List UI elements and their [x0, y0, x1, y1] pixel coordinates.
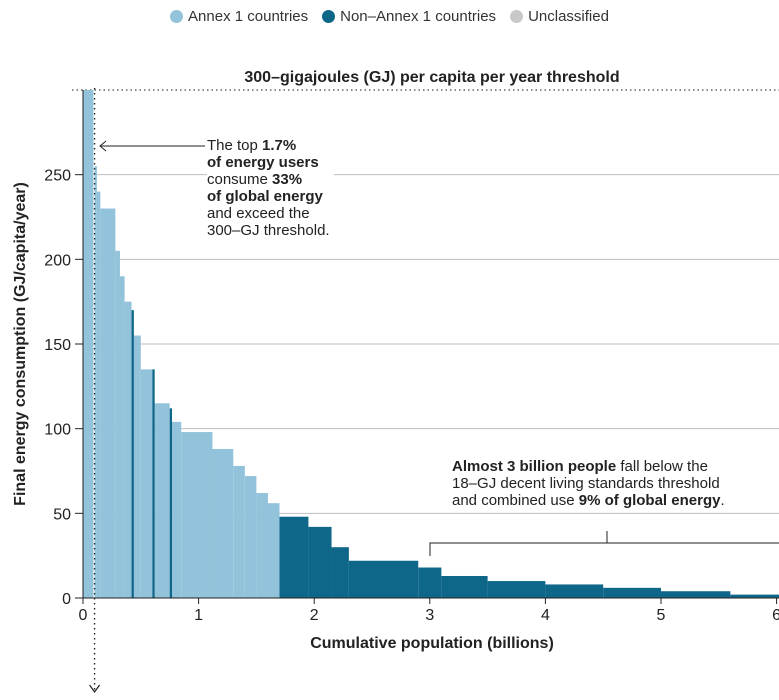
- bar-s0-9: [154, 403, 170, 598]
- y-tick-label-50: 50: [53, 506, 71, 523]
- bar-s0-16: [267, 503, 280, 598]
- y-tick-label-100: 100: [44, 422, 71, 439]
- bar-s1-6: [348, 560, 419, 598]
- legend-label-unclassified: Unclassified: [528, 8, 609, 25]
- top-users-annotation: The top 1.7% of energy users consume 33%…: [207, 137, 334, 239]
- bar-s0-12: [212, 448, 234, 598]
- bar-s0-15: [256, 493, 268, 598]
- bar-s1-9: [487, 581, 546, 598]
- bar-s0-11: [181, 432, 213, 598]
- y-tick-label-150: 150: [44, 337, 71, 354]
- axes-layer: 0 50 100 150 200 250 0 1 2 3 4 5 6: [44, 88, 779, 694]
- y-tick-label-0: 0: [62, 591, 71, 608]
- bar-s0-8: [140, 369, 153, 598]
- legend-label-non-annex1: Non–Annex 1 countries: [340, 8, 497, 25]
- legend-item-non-annex1: Non–Annex 1 countries: [322, 8, 496, 25]
- grid-layer: [72, 89, 779, 514]
- top-users-arrow-head: [99, 140, 107, 152]
- bar-s0-13: [233, 465, 245, 598]
- bar-s1-2: [169, 408, 173, 598]
- bar-s0-6: [124, 301, 132, 598]
- overlay-layer: [99, 140, 779, 556]
- bar-s1-12: [661, 591, 731, 598]
- top-share-marker-arrowhead: [89, 684, 101, 694]
- bar-s1-4: [308, 526, 332, 598]
- legend-label-annex1: Annex 1 countries: [188, 8, 309, 25]
- bottom-bracket: [429, 542, 779, 556]
- bar-s0-1: [94, 166, 97, 598]
- x-tick-label-1: 1: [194, 607, 203, 624]
- bar-s1-3: [279, 516, 309, 598]
- bar-s1-8: [441, 575, 488, 598]
- bar-s0-0: [83, 90, 94, 598]
- legend-swatch-annex1: [170, 10, 184, 23]
- bar-s0-10: [172, 421, 182, 598]
- bar-s1-0: [131, 310, 134, 598]
- bars-layer: [83, 90, 779, 599]
- legend-item-unclassified: Unclassified: [510, 8, 609, 25]
- bar-s1-10: [545, 584, 604, 598]
- bar-s0-3: [100, 208, 116, 599]
- x-tick-label-4: 4: [541, 607, 550, 624]
- bar-s1-11: [603, 587, 661, 598]
- bar-s0-4: [115, 250, 120, 598]
- x-tick-label-6: 6: [772, 607, 779, 624]
- bar-s0-7: [133, 335, 141, 598]
- legend-swatch-unclassified: [510, 10, 524, 23]
- legend-swatch-non-annex1: [322, 10, 336, 23]
- bar-s0-14: [244, 476, 257, 598]
- legend: Annex 1 countries Non–Annex 1 countries …: [0, 8, 779, 25]
- x-tick-label-2: 2: [310, 607, 319, 624]
- x-tick-label-0: 0: [79, 607, 88, 624]
- bar-s1-13: [730, 594, 779, 598]
- chart-title: 300–gigajoules (GJ) per capita per year …: [244, 69, 619, 86]
- bar-s0-2: [96, 191, 101, 598]
- legend-item-annex1: Annex 1 countries: [170, 8, 308, 25]
- bar-s1-1: [152, 369, 155, 598]
- x-tick-label-3: 3: [425, 607, 434, 624]
- bar-s1-7: [418, 567, 442, 598]
- y-axis-label: Final energy consumption (GJ/capita/year…: [12, 182, 29, 506]
- x-axis-label: Cumulative population (billions): [310, 635, 554, 652]
- low-users-annotation: Almost 3 billion people fall below the 1…: [452, 458, 725, 509]
- bar-s1-5: [331, 547, 349, 598]
- x-tick-label-5: 5: [657, 607, 666, 624]
- bar-s0-5: [119, 276, 125, 598]
- y-tick-label-200: 200: [44, 252, 71, 269]
- y-tick-label-250: 250: [44, 168, 71, 185]
